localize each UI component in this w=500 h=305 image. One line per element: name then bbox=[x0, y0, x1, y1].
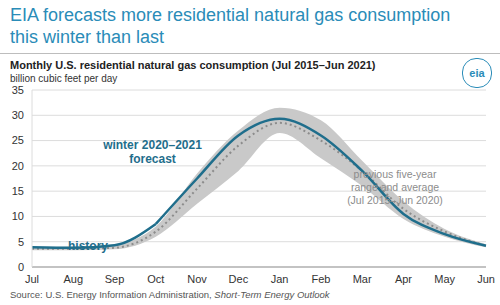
svg-text:Jul: Jul bbox=[25, 273, 39, 285]
svg-text:May: May bbox=[434, 273, 455, 285]
svg-text:Sep: Sep bbox=[105, 273, 125, 285]
svg-text:35: 35 bbox=[12, 84, 24, 96]
svg-text:Oct: Oct bbox=[147, 273, 164, 285]
svg-text:15: 15 bbox=[12, 185, 24, 197]
html-text:Monthly U.S. residential natur: Monthly U.S. residential natural gas con… bbox=[10, 59, 376, 71]
svg-text:Mar: Mar bbox=[353, 273, 372, 285]
html-text:EIA forecasts more residential: EIA forecasts more residential natural g… bbox=[10, 5, 451, 47]
svg-text:5: 5 bbox=[18, 236, 24, 248]
svg-text:Apr: Apr bbox=[395, 273, 412, 285]
svg-text:30: 30 bbox=[12, 109, 24, 121]
svg-text:0: 0 bbox=[18, 261, 24, 273]
svg-text:Jun: Jun bbox=[477, 273, 492, 285]
html-text:previous five-year: previous five-year bbox=[353, 168, 437, 180]
html-text:eia: eia bbox=[469, 67, 485, 79]
svg-text:25: 25 bbox=[12, 134, 24, 146]
html-text:range and average: range and average bbox=[350, 181, 440, 193]
svg-text:Dec: Dec bbox=[229, 273, 249, 285]
html-text:(Jul 2015–Jun 2020): (Jul 2015–Jun 2020) bbox=[347, 194, 443, 206]
svg-text:Feb: Feb bbox=[311, 273, 330, 285]
html-text:Source: U.S. Energy Informatio: Source: U.S. Energy Information Administ… bbox=[10, 289, 330, 300]
html-text:billion cubic feet per day: billion cubic feet per day bbox=[10, 73, 118, 84]
html-text:history: history bbox=[68, 239, 108, 253]
svg-text:Aug: Aug bbox=[63, 273, 83, 285]
svg-text:20: 20 bbox=[12, 160, 24, 172]
svg-text:Nov: Nov bbox=[187, 273, 207, 285]
html-text:winter 2020–2021 forecast: winter 2020–2021 forecast bbox=[103, 138, 202, 166]
svg-text:Jan: Jan bbox=[271, 273, 289, 285]
svg-text:10: 10 bbox=[12, 210, 24, 222]
